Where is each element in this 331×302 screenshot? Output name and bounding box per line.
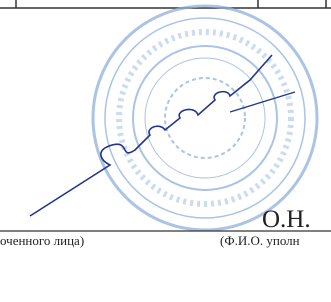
signature-stroke [230,92,295,112]
signature [30,55,272,216]
graphics [0,0,331,302]
stamp [93,6,317,230]
signature-name: О.Н. [262,206,311,234]
table-borders [0,0,331,8]
caption: оченного лица) [0,233,84,249]
caption: (Ф.И.О. уполн [220,233,300,249]
document-fragment: О.Н. оченного лица) (Ф.И.О. уполн [0,0,331,302]
